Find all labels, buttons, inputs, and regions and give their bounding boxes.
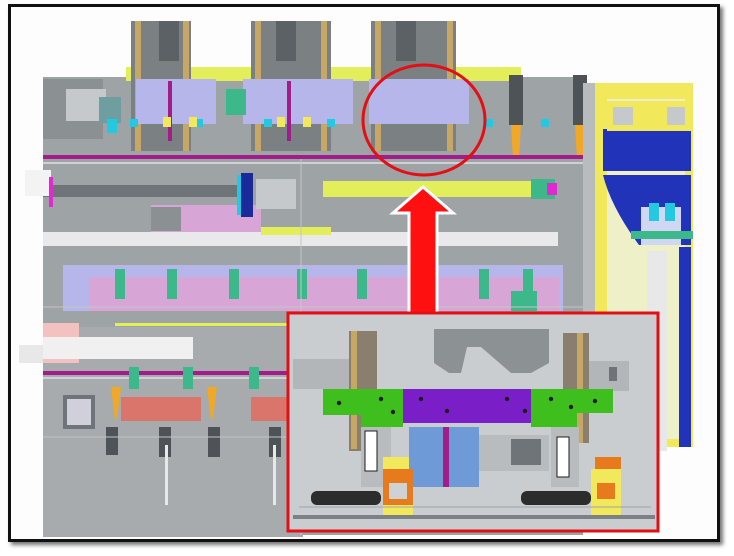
machine-layout-diagram [19,21,693,537]
base-plate-lower [43,327,303,537]
upper-columns [131,21,469,151]
blue-conveyor-top [603,129,691,171]
inset-detail [286,311,660,533]
purple-plate [401,389,551,423]
highlight-circle-icon [361,63,487,177]
salmon-carriage [121,397,201,421]
center-yellow-bar [323,181,533,197]
figure-frame [8,4,720,542]
shaft [43,185,253,197]
cyan-blocks [130,119,549,127]
lower-magenta-rail [43,371,303,375]
upper-magenta-rail [43,155,583,159]
